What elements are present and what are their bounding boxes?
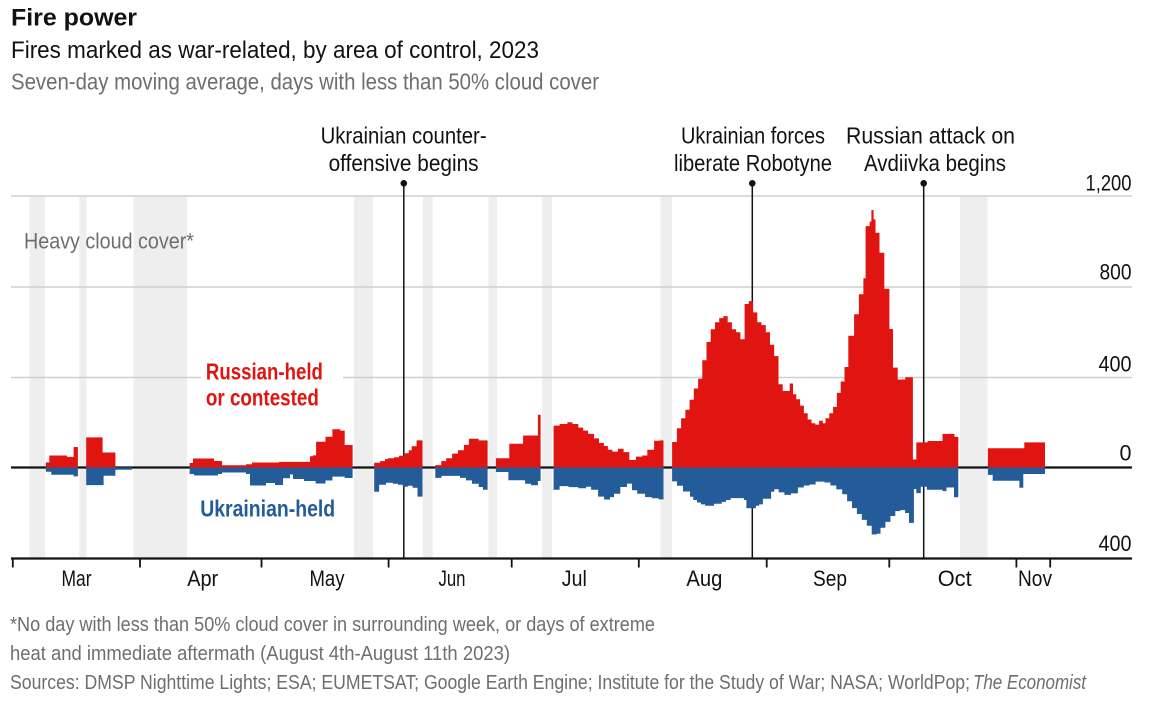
svg-text:Seven-day moving average, days: Seven-day moving average, days with less… xyxy=(11,69,599,95)
svg-text:or contested: or contested xyxy=(206,385,319,411)
svg-text:Jun: Jun xyxy=(439,566,466,591)
svg-text:1,200: 1,200 xyxy=(1086,171,1132,196)
svg-text:Fire power: Fire power xyxy=(11,5,137,32)
svg-text:Avdiivka begins: Avdiivka begins xyxy=(864,150,1006,176)
svg-text:400: 400 xyxy=(1099,352,1132,377)
svg-text:offensive begins: offensive begins xyxy=(329,150,479,176)
svg-text:Apr: Apr xyxy=(187,566,218,591)
svg-text:The Economist: The Economist xyxy=(973,672,1087,694)
svg-text:Russian attack on: Russian attack on xyxy=(846,122,1015,148)
svg-text:heat and immediate aftermath (: heat and immediate aftermath (August 4th… xyxy=(10,643,510,665)
svg-text:Heavy cloud cover*: Heavy cloud cover* xyxy=(24,229,194,254)
svg-text:Ukrainian forces: Ukrainian forces xyxy=(681,122,825,148)
svg-text:Jul: Jul xyxy=(562,566,587,591)
svg-text:400: 400 xyxy=(1099,531,1132,556)
svg-text:Mar: Mar xyxy=(62,566,92,591)
svg-text:Nov: Nov xyxy=(1018,566,1052,591)
svg-text:*No day with less than 50% clo: *No day with less than 50% cloud cover i… xyxy=(10,614,655,636)
svg-text:Oct: Oct xyxy=(938,566,972,591)
svg-text:0: 0 xyxy=(1120,440,1132,465)
svg-text:Ukrainian-held: Ukrainian-held xyxy=(200,495,335,521)
svg-text:Fires marked as war-related, b: Fires marked as war-related, by area of … xyxy=(11,37,539,64)
svg-text:Sep: Sep xyxy=(813,566,847,591)
svg-text:liberate Robotyne: liberate Robotyne xyxy=(674,150,832,176)
svg-text:Aug: Aug xyxy=(686,566,722,591)
svg-text:Ukrainian counter-: Ukrainian counter- xyxy=(321,122,487,148)
svg-text:Sources: DMSP Nighttime Lights: Sources: DMSP Nighttime Lights; ESA; EUM… xyxy=(10,672,970,694)
svg-text:800: 800 xyxy=(1100,260,1132,285)
svg-text:Russian-held: Russian-held xyxy=(206,359,323,385)
svg-text:May: May xyxy=(310,566,345,591)
